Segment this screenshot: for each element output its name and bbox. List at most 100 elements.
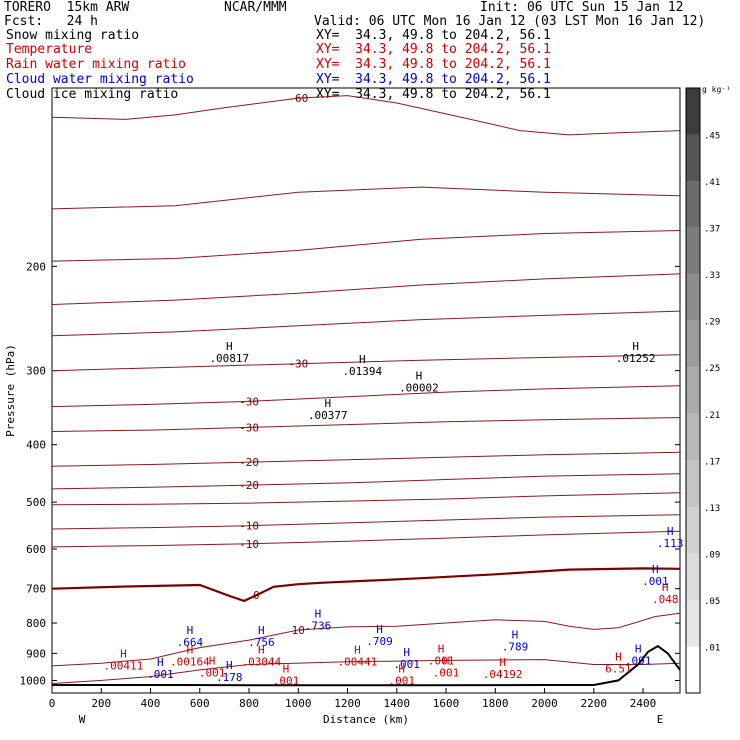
colorbar-tick-label: .33 bbox=[704, 271, 720, 281]
field-xy-rain: XY= 34.3, 49.8 to 204.2, 56.1 bbox=[316, 57, 551, 72]
model-title: TORERO 15km ARW bbox=[4, 0, 130, 15]
colorbar-tick-label: .13 bbox=[704, 504, 720, 514]
max-value-label: .00002 bbox=[399, 381, 439, 394]
x-tick-label: 800 bbox=[239, 697, 259, 710]
max-value-label: .00441 bbox=[338, 656, 378, 669]
max-marker: H bbox=[632, 340, 639, 353]
max-marker: H bbox=[258, 624, 265, 637]
colorbar-tick-label: .45 bbox=[704, 132, 720, 142]
colorbar-swatch bbox=[686, 646, 700, 693]
max-marker: H bbox=[443, 655, 450, 668]
x-tick-label: 200 bbox=[91, 697, 111, 710]
max-value-label: 6.51 bbox=[605, 663, 632, 676]
max-value-label: .001 bbox=[199, 667, 226, 680]
max-marker: H bbox=[359, 353, 366, 366]
temperature-contour bbox=[52, 473, 680, 490]
temperature-contour bbox=[52, 95, 680, 136]
field-label-rain: Rain water mixing ratio bbox=[6, 57, 187, 72]
max-value-label: .789 bbox=[502, 640, 529, 653]
max-value-label: .00817 bbox=[209, 352, 249, 365]
max-marker: H bbox=[416, 369, 423, 382]
max-value-label: .001 bbox=[388, 674, 415, 687]
colorbar-tick-label: .25 bbox=[704, 364, 720, 374]
temperature-contour bbox=[52, 310, 680, 337]
x-tick-label: 1200 bbox=[334, 697, 361, 710]
colorbar-swatch bbox=[686, 320, 700, 368]
colorbar-tick-label: .09 bbox=[704, 550, 720, 560]
max-value-label: .001 bbox=[393, 658, 420, 671]
temperature-contour-label: -30 bbox=[288, 358, 308, 371]
colorbar-tick-label: .29 bbox=[704, 318, 720, 328]
max-marker: H bbox=[662, 581, 669, 594]
chart-header: TORERO 15km ARW NCAR/MMM Init: 06 UTC Su… bbox=[0, 0, 740, 120]
colorbar-swatch bbox=[686, 367, 700, 414]
x-tick-label: 1600 bbox=[433, 697, 460, 710]
field-xy-temperature: XY= 34.3, 49.8 to 204.2, 56.1 bbox=[316, 42, 551, 57]
max-value-label: .001 bbox=[433, 667, 460, 680]
max-marker: H bbox=[376, 623, 383, 636]
temperature-contour-label: -30 bbox=[239, 421, 259, 434]
max-value-label: .04192 bbox=[483, 668, 523, 681]
max-value-label: .664 bbox=[177, 636, 204, 649]
max-marker: H bbox=[512, 628, 519, 641]
temperature-contour-label: -30 bbox=[239, 395, 259, 408]
max-value-label: .001 bbox=[147, 668, 174, 681]
temperature-contour bbox=[52, 659, 680, 684]
max-marker: H bbox=[438, 643, 445, 656]
east-end-label: E bbox=[657, 713, 664, 726]
max-value-label: .048 bbox=[652, 593, 679, 606]
temperature-contour-label: -10 bbox=[239, 538, 259, 551]
max-marker: H bbox=[635, 643, 642, 656]
y-axis-label: Pressure (hPa) bbox=[4, 344, 17, 437]
max-value-label: .001 bbox=[642, 575, 669, 588]
max-value-label: .001 bbox=[273, 674, 300, 687]
x-tick-label: 1400 bbox=[384, 697, 411, 710]
max-value-label: .00411 bbox=[104, 659, 144, 672]
y-tick-label: 400 bbox=[26, 439, 46, 452]
colorbar-swatch bbox=[686, 227, 700, 275]
temperature-contour-label: -20 bbox=[239, 479, 259, 492]
max-value-label: .00164 bbox=[170, 656, 210, 669]
max-value-label: .001 bbox=[428, 655, 455, 668]
max-marker: H bbox=[652, 563, 659, 576]
y-tick-label: 900 bbox=[26, 647, 46, 660]
max-marker: H bbox=[499, 656, 506, 669]
valid-time: Valid: 06 UTC Mon 16 Jan 12 (03 LST Mon … bbox=[314, 14, 706, 29]
x-tick-label: 2000 bbox=[531, 697, 558, 710]
y-tick-label: 500 bbox=[26, 496, 46, 509]
max-marker: H bbox=[354, 644, 361, 657]
temperature-contour-label: -10 bbox=[239, 520, 259, 533]
colorbar-swatch bbox=[686, 134, 700, 182]
temperature-contour-label: 10 bbox=[292, 624, 305, 637]
colorbar-swatch bbox=[686, 274, 700, 321]
contour-layer bbox=[52, 95, 680, 687]
max-marker: H bbox=[315, 607, 322, 620]
max-value-label: .113 bbox=[657, 537, 684, 550]
plot-frame bbox=[51, 87, 681, 694]
x-tick-label: 1000 bbox=[285, 697, 312, 710]
max-marker: H bbox=[325, 397, 332, 410]
temperature-contour bbox=[52, 530, 680, 548]
y-tick-label: 300 bbox=[26, 365, 46, 378]
max-marker: H bbox=[209, 655, 216, 668]
colorbar-tick-label: .05 bbox=[704, 597, 720, 607]
max-value-label: .03044 bbox=[241, 656, 281, 669]
temperature-contour bbox=[52, 273, 680, 305]
field-label-temperature: Temperature bbox=[6, 42, 93, 57]
max-marker: H bbox=[258, 644, 265, 657]
colorbar-tick-label: .17 bbox=[704, 457, 720, 467]
colorbar-tick-label: .21 bbox=[704, 411, 720, 421]
max-marker: H bbox=[187, 624, 194, 637]
colorbar-unit-label: g kg⁻¹ bbox=[702, 85, 731, 94]
forecast-hour: Fcst: 24 h bbox=[4, 14, 98, 29]
max-value-label: .00377 bbox=[308, 409, 348, 422]
max-marker: H bbox=[120, 647, 127, 660]
max-marker: H bbox=[187, 644, 194, 657]
terrain-line bbox=[52, 644, 680, 687]
x-axis-label: Distance (km) bbox=[323, 713, 409, 726]
field-label-snow: Snow mixing ratio bbox=[6, 28, 140, 43]
temperature-contour bbox=[52, 417, 680, 432]
max-value-label: .178 bbox=[216, 671, 243, 684]
max-marker: H bbox=[615, 651, 622, 664]
temperature-contour-label: -20 bbox=[239, 456, 259, 469]
